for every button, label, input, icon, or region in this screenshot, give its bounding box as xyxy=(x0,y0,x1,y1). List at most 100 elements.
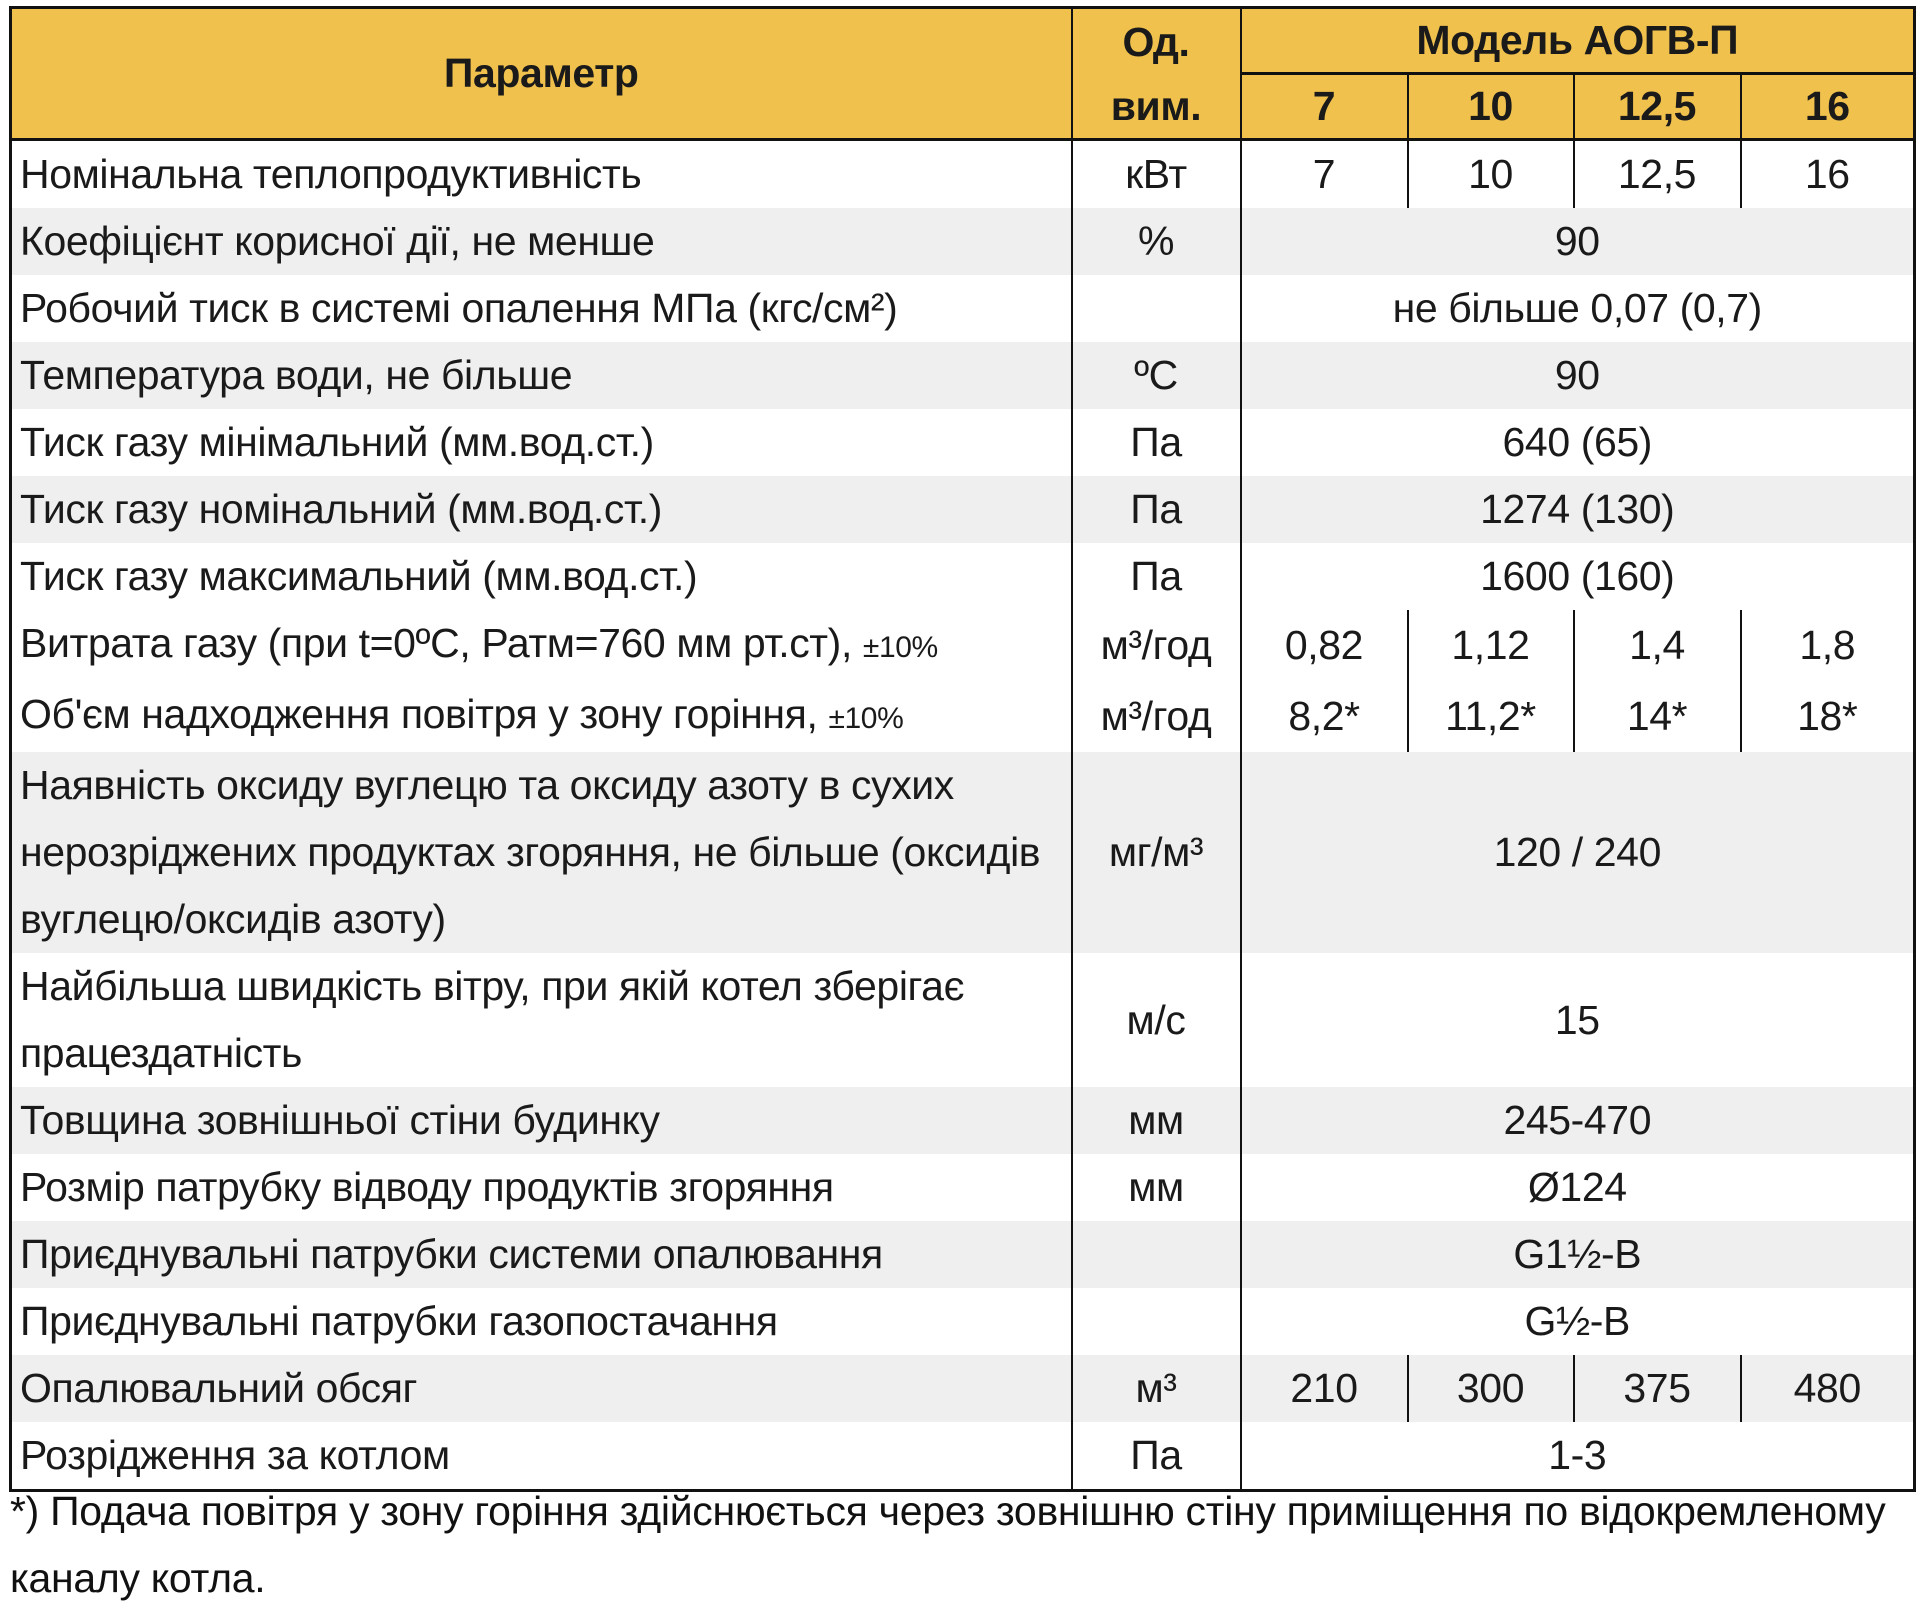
param-cell: Найбільша швидкість вітру, при якій коте… xyxy=(10,953,1073,1087)
table-row: Робочий тиск в системі опалення МПа (кгс… xyxy=(10,275,1915,342)
value-cell: 7 xyxy=(1312,151,1336,197)
value-cell: 1,12 xyxy=(1406,610,1574,681)
table-body: Номінальна теплопродуктивність кВт 7 10 12,5… xyxy=(10,139,1915,1491)
header-unit-line2: вим. xyxy=(1110,82,1202,129)
value-cell: 16 xyxy=(1739,139,1915,208)
header-parameter: Параметр xyxy=(10,7,1073,141)
value-cell: 210 xyxy=(1240,1355,1408,1422)
value-cell-merged: 90 xyxy=(1240,208,1915,275)
value-cell-merged: 15 xyxy=(1554,996,1600,1043)
param-cell: Об'єм надходження повітря у зону горіння… xyxy=(10,681,1073,752)
header-unit: Од. вим. xyxy=(1071,7,1242,141)
tolerance-note: ±10% xyxy=(862,631,938,664)
unit-cell xyxy=(1071,1288,1242,1355)
table-row: Товщина зовнішньої стіни будинку мм 245-47… xyxy=(10,1087,1915,1154)
value-cell: 10 xyxy=(1406,139,1574,208)
param-cell: Коефіцієнт корисної дії, не менше xyxy=(10,208,1073,275)
param-cell: Температура води, не більше xyxy=(10,342,1073,409)
unit-cell: мг/м³ xyxy=(1071,752,1242,953)
unit-cell: % xyxy=(1071,208,1242,275)
param-cell: Номінальна теплопродуктивність xyxy=(10,139,1073,208)
value-cell: 375 xyxy=(1572,1355,1741,1422)
value-cell-merged: Ø124 xyxy=(1527,1164,1627,1210)
header-model-7: 7 xyxy=(1240,73,1408,141)
param-cell: Товщина зовнішньої стіни будинку xyxy=(10,1087,1073,1154)
value-cell-merged: не більше 0,07 (0,7) xyxy=(1392,285,1763,331)
table-row: Температура води, не більше ºС 90 xyxy=(10,342,1915,409)
table-row: Розмір патрубку відводу продуктів згорян… xyxy=(10,1154,1915,1221)
unit-cell: м³/год xyxy=(1071,681,1242,752)
table-row: Приєднувальні патрубки системи опалюванн… xyxy=(10,1221,1915,1288)
table-row: Номінальна теплопродуктивність кВт 7 10 12,5… xyxy=(10,139,1915,208)
unit-cell: ºС xyxy=(1071,342,1242,409)
value-cell-merged: 120 / 240 xyxy=(1240,752,1915,953)
unit-cell: м³/год xyxy=(1071,610,1242,681)
table-row: Тиск газу номінальний (мм.вод.ст.) Па 1274… xyxy=(10,476,1915,543)
unit-cell: м/с xyxy=(1071,953,1242,1087)
unit-cell: Па xyxy=(1071,409,1242,476)
param-cell: Тиск газу номінальний (мм.вод.ст.) xyxy=(10,476,1073,543)
value-cell: 12,5 xyxy=(1572,139,1741,208)
footnote: *) Подача повітря у зону горіння здійсню… xyxy=(10,1488,1886,1601)
table-row: Витрата газу (при t=0ºС, Ратм=760 мм рт.… xyxy=(10,610,1915,681)
value-cell-merged: G1½-В xyxy=(1240,1221,1915,1288)
param-cell: Наявність оксиду вуглецю та оксиду азоту… xyxy=(10,752,1073,953)
param-label: Температура води, не більше xyxy=(20,352,573,398)
param-label: Наявність оксиду вуглецю та оксиду азоту… xyxy=(20,762,1041,942)
table-row: Найбільша швидкість вітру, при якій коте… xyxy=(10,953,1915,1087)
value-cell-merged: G½-В xyxy=(1524,1298,1631,1344)
header-model-16: 16 xyxy=(1739,73,1915,141)
param-cell: Тиск газу максимальний (мм.вод.ст.) xyxy=(10,543,1073,610)
param-cell: Приєднувальні патрубки газопостачання xyxy=(10,1288,1073,1355)
param-label: Тиск газу номінальний (мм.вод.ст.) xyxy=(20,486,663,532)
header-model-12-5: 12,5 xyxy=(1572,73,1741,141)
param-label: Приєднувальні патрубки системи опалюванн… xyxy=(20,1231,883,1277)
value-cell: 11,2* xyxy=(1406,681,1574,752)
table-row: Коефіцієнт корисної дії, не менше% 90 xyxy=(10,208,1915,275)
param-label: Товщина зовнішньої стіни будинку xyxy=(20,1097,660,1143)
table-row: Опалювальний обсяг м³ 210 300 375 480 xyxy=(10,1355,1915,1422)
table-row: Приєднувальні патрубки газопостачання G½-… xyxy=(10,1288,1915,1355)
header-unit-line1: Од. xyxy=(1122,18,1190,65)
unit-cell: Па xyxy=(1071,1422,1242,1491)
param-label: Тиск газу максимальний (мм.вод.ст.) xyxy=(20,553,698,599)
tolerance-note: ±10% xyxy=(828,702,904,735)
unit-cell: Па xyxy=(1071,543,1242,610)
table-row: Тиск газу мінімальний (мм.вод.ст.) Па 640 … xyxy=(10,409,1915,476)
value-cell: 300 xyxy=(1406,1355,1574,1422)
unit-cell: Па xyxy=(1071,476,1242,543)
param-label: Розмір патрубку відводу продуктів згорян… xyxy=(20,1164,834,1210)
param-cell: Опалювальний обсяг xyxy=(10,1355,1073,1422)
value-cell-merged: 90 xyxy=(1240,342,1915,409)
value-cell: 1,8 xyxy=(1739,610,1915,681)
param-label: Робочий тиск в системі опалення МПа (кгс… xyxy=(20,285,898,331)
value-cell: 1,4 xyxy=(1572,610,1741,681)
value-cell-merged: 1-3 xyxy=(1548,1432,1607,1478)
param-label: Об'єм надходження повітря у зону горіння… xyxy=(20,691,829,737)
param-cell: Витрата газу (при t=0ºС, Ратм=760 мм рт.… xyxy=(10,610,1073,681)
unit-cell: кВт xyxy=(1071,139,1242,208)
unit-cell: мм xyxy=(1071,1087,1242,1154)
value-cell: 8,2* xyxy=(1288,693,1360,739)
param-label: Коефіцієнт корисної дії, не менше xyxy=(20,218,655,264)
value-cell-merged: 640 (65) xyxy=(1502,419,1653,465)
table-row: Об'єм надходження повітря у зону горіння… xyxy=(10,681,1915,752)
unit-cell: мм xyxy=(1071,1154,1242,1221)
param-cell: Приєднувальні патрубки системи опалюванн… xyxy=(10,1221,1073,1288)
param-cell: Робочий тиск в системі опалення МПа (кгс… xyxy=(10,275,1073,342)
param-cell: Розрідження за котлом xyxy=(10,1422,1073,1491)
table-row: Тиск газу максимальний (мм.вод.ст.) Па 160… xyxy=(10,543,1915,610)
param-label: Приєднувальні патрубки газопостачання xyxy=(20,1298,778,1344)
value-cell-merged: 1274 (130) xyxy=(1240,476,1915,543)
param-label: Тиск газу мінімальний (мм.вод.ст.) xyxy=(20,419,654,465)
value-cell-merged: 1600 (160) xyxy=(1480,553,1675,599)
param-cell: Тиск газу мінімальний (мм.вод.ст.) xyxy=(10,409,1073,476)
param-label: Номінальна теплопродуктивність xyxy=(20,151,642,197)
value-cell: 14* xyxy=(1572,681,1741,752)
header-model-10: 10 xyxy=(1406,73,1574,141)
param-label: Витрата газу (при t=0ºС, Ратм=760 мм рт.… xyxy=(20,620,863,666)
table-row: Наявність оксиду вуглецю та оксиду азоту… xyxy=(10,752,1915,953)
table-row: Розрідження за котлом Па 1-3 xyxy=(10,1422,1915,1491)
param-label: Розрідження за котлом xyxy=(20,1432,450,1478)
param-label: Найбільша швидкість вітру, при якій коте… xyxy=(20,963,965,1076)
